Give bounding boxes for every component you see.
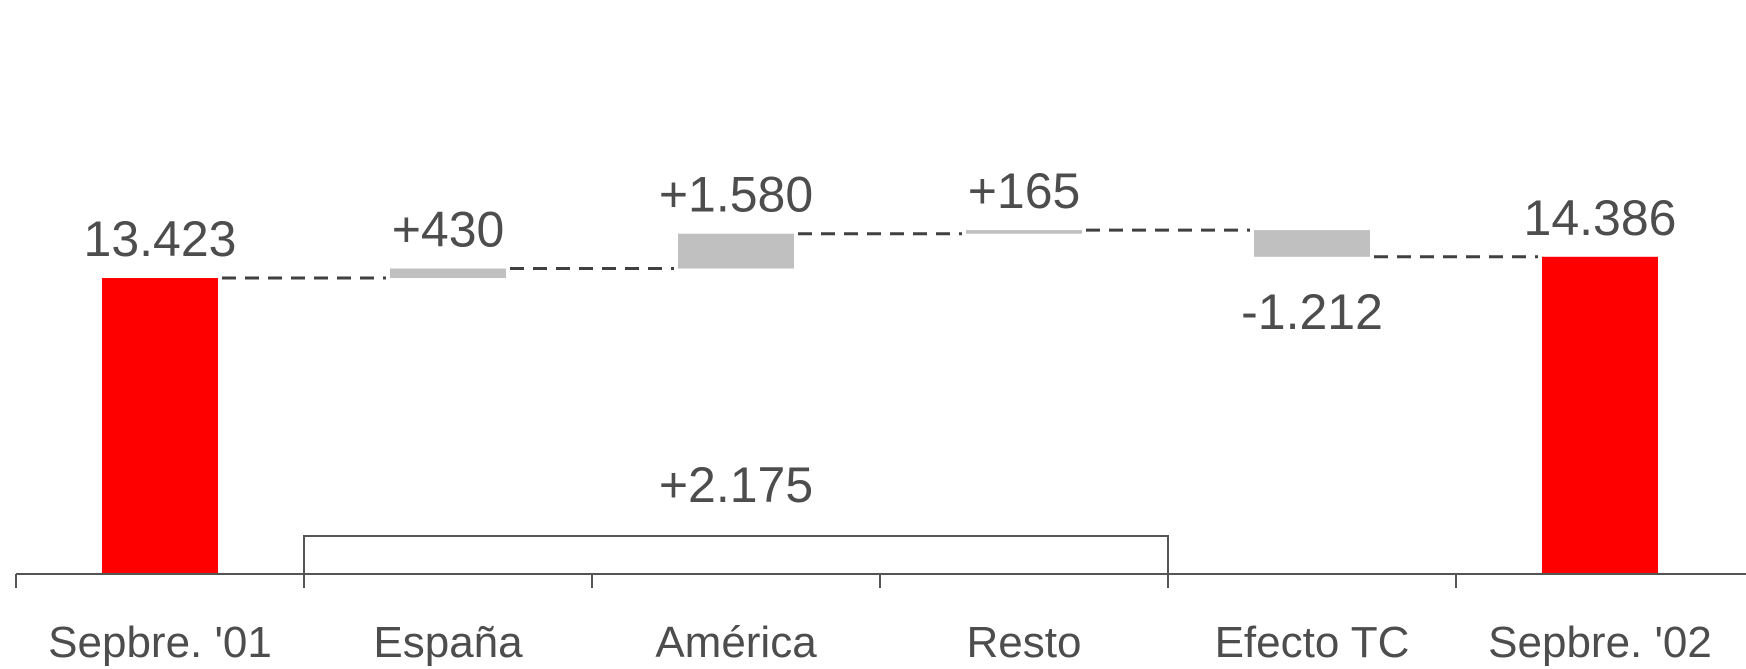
bar-america — [678, 233, 794, 269]
bar-sepbre-01 — [102, 278, 218, 574]
data-label-sepbre-02: 14.386 — [1524, 190, 1677, 246]
category-label-resto: Resto — [967, 618, 1082, 667]
category-label-america: América — [655, 618, 817, 667]
bar-espana — [390, 268, 506, 279]
bar-sepbre-02 — [1542, 256, 1658, 574]
category-label-efecto-tc: Efecto TC — [1215, 618, 1410, 667]
data-label-efecto-tc: -1.212 — [1241, 284, 1383, 340]
connector-lines — [222, 228, 1538, 280]
category-labels: Sepbre. '01 España América Resto Efecto TC Se… — [48, 618, 1712, 667]
bracket: +2.175 — [303, 457, 1169, 574]
bar-efecto-tc — [1254, 230, 1370, 257]
bars — [102, 230, 1658, 574]
data-label-resto: +165 — [968, 163, 1081, 219]
data-label-sepbre-01: 13.423 — [84, 211, 237, 267]
data-label-espana: +430 — [392, 202, 505, 258]
x-axis — [15, 573, 1746, 588]
category-label-sepbre-02: Sepbre. '02 — [1488, 618, 1712, 667]
bracket-label: +2.175 — [659, 457, 813, 513]
bar-resto — [966, 230, 1082, 234]
category-label-espana: España — [373, 618, 523, 667]
data-label-america: +1.580 — [659, 167, 813, 223]
category-label-sepbre-01: Sepbre. '01 — [48, 618, 272, 667]
data-labels: 13.423 +430 +1.580 +165 -1.212 14.386 — [84, 163, 1677, 340]
bracket-line — [303, 535, 1169, 574]
